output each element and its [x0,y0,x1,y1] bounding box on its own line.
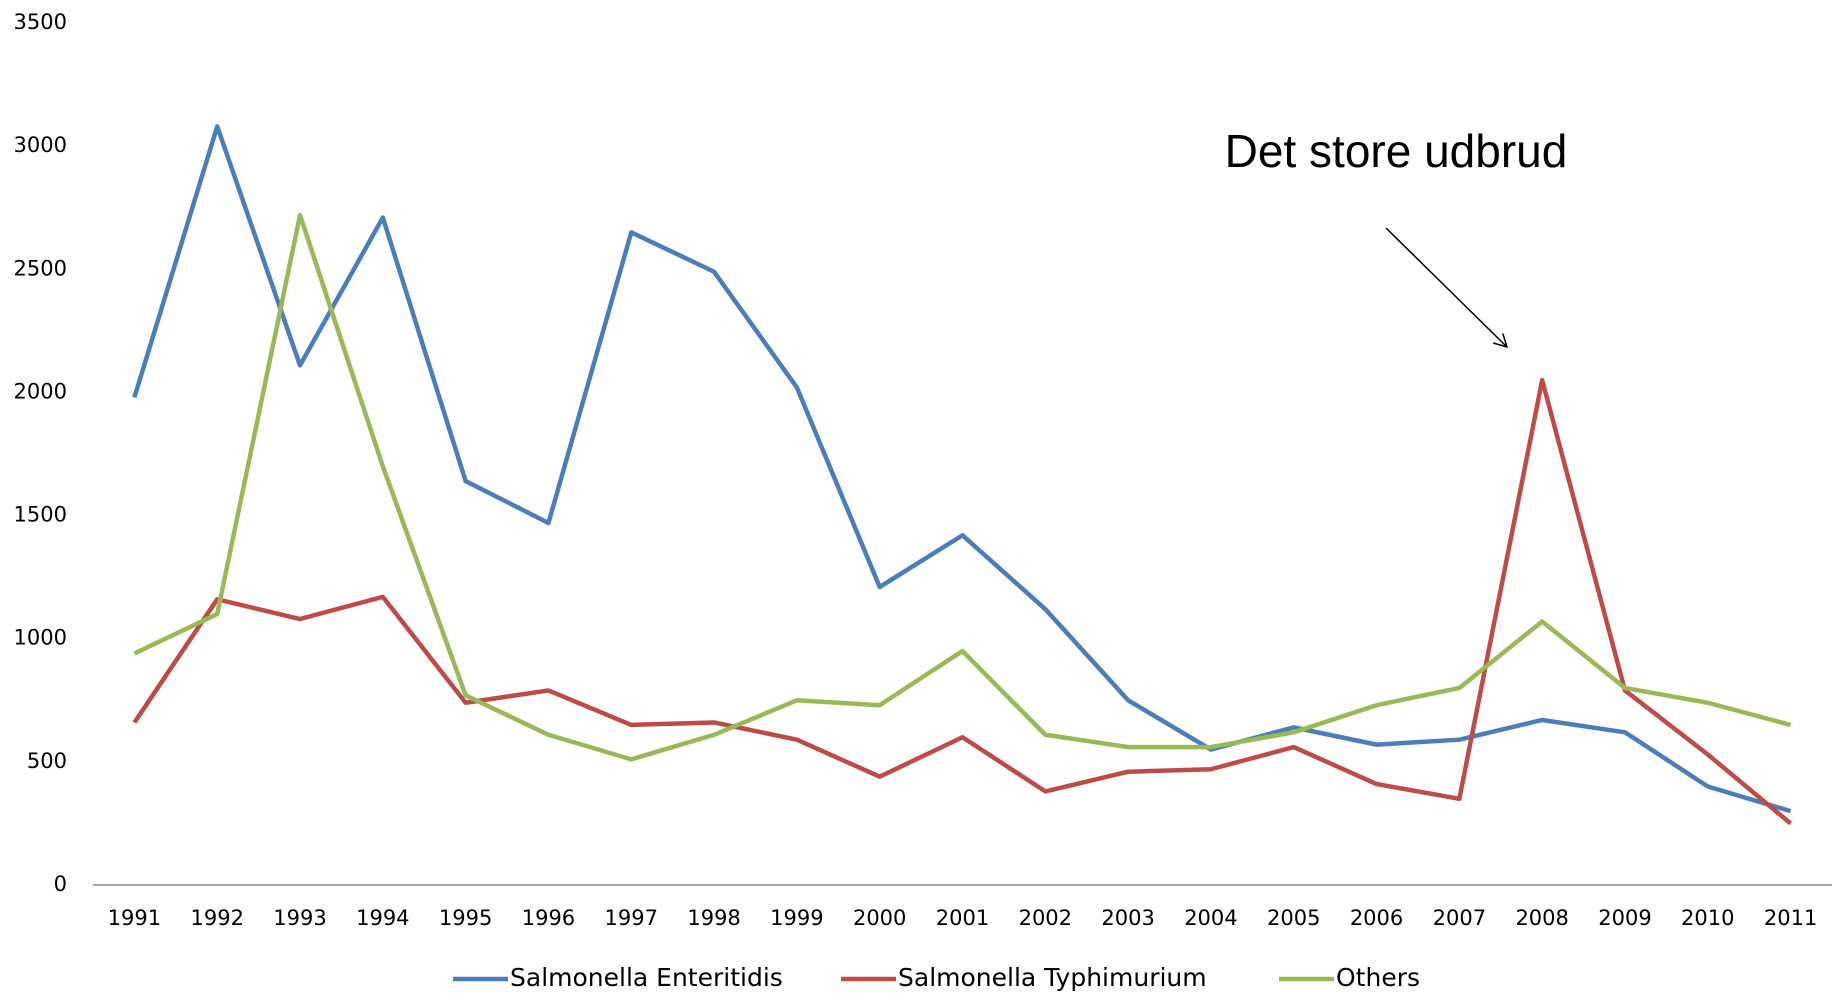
x-tick-label: 2001 [936,906,989,930]
series-line [132,377,1793,826]
x-tick-label: 2006 [1350,906,1403,930]
legend-label: Salmonella Enteritidis [510,963,783,992]
x-tick-label: 2009 [1598,906,1651,930]
x-tick-label: 2008 [1515,906,1568,930]
y-tick-label: 500 [27,749,67,773]
x-tick-label: 1996 [522,906,575,930]
annotation: Det store udbrud [1225,125,1568,177]
x-tick-label: 2007 [1433,906,1486,930]
x-tick-label: 2011 [1764,906,1817,930]
y-tick-label: 3500 [14,10,67,34]
y-tick-label: 3000 [14,133,67,157]
y-tick-label: 1500 [14,503,67,527]
y-tick-label: 0 [54,872,67,896]
annotation-arrow [1385,227,1507,347]
x-tick-label: 1994 [356,906,409,930]
x-tick-label: 1992 [190,906,243,930]
x-tick-label: 1998 [687,906,740,930]
x-tick-label: 1999 [770,906,823,930]
series-line [133,212,1792,762]
legend-label: Others [1336,963,1420,992]
y-tick-label: 1000 [14,626,67,650]
x-tick-label: 2005 [1267,906,1320,930]
x-tick-label: 2000 [853,906,906,930]
x-tick-label: 2002 [1019,906,1072,930]
x-tick-label: 1997 [605,906,658,930]
y-tick-label: 2500 [14,256,67,280]
x-tick-label: 2003 [1101,906,1154,930]
legend-label: Salmonella Typhimurium [898,963,1207,992]
x-tick-label: 1991 [108,906,161,930]
x-tick-label: 1995 [439,906,492,930]
series-line [132,124,1792,814]
x-tick-label: 2010 [1681,906,1734,930]
x-tick-label: 1993 [273,906,326,930]
x-tick-label: 2004 [1184,906,1237,930]
y-tick-label: 2000 [14,379,67,403]
